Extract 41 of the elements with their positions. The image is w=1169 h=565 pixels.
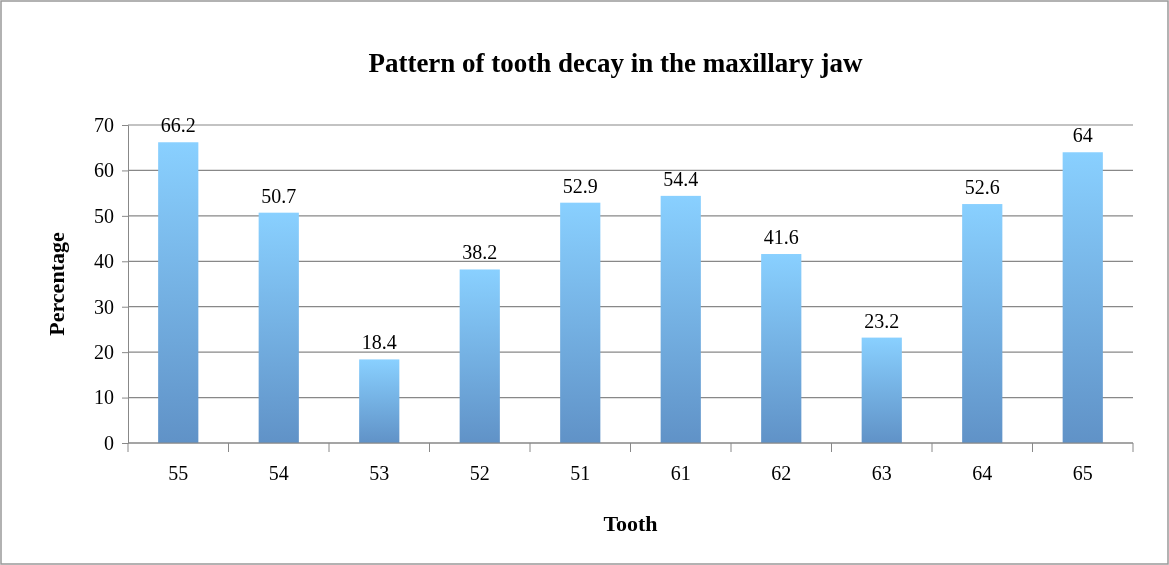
data-label: 38.2 xyxy=(462,241,498,264)
x-tick-label: 65 xyxy=(1072,462,1093,484)
bar xyxy=(359,359,400,443)
bar xyxy=(761,254,802,443)
bar xyxy=(560,202,601,443)
y-tick-label: 30 xyxy=(94,295,114,318)
x-tick-label: 53 xyxy=(369,462,390,484)
x-tick-label: 54 xyxy=(268,462,289,484)
data-label: 66.2 xyxy=(160,114,196,137)
y-axis-title: Percentage xyxy=(44,232,69,336)
bar xyxy=(459,269,500,443)
y-tick-label: 0 xyxy=(104,431,114,454)
bar xyxy=(158,142,199,443)
bar xyxy=(962,204,1003,443)
y-tick-label: 70 xyxy=(94,113,114,136)
y-tick-label: 50 xyxy=(94,204,114,227)
y-tick-label: 20 xyxy=(94,341,114,364)
data-label: 54.4 xyxy=(663,167,699,190)
bar xyxy=(660,195,701,443)
x-tick-label: 61 xyxy=(670,462,691,484)
bar xyxy=(861,337,902,443)
bar xyxy=(1062,152,1103,443)
data-label: 52.9 xyxy=(562,174,598,197)
chart-title: Pattern of tooth decay in the maxillary jaw xyxy=(368,48,864,78)
x-tick-label: 52 xyxy=(469,462,490,484)
x-tick-label: 64 xyxy=(972,462,993,484)
y-tick-label: 40 xyxy=(94,250,114,273)
data-label: 41.6 xyxy=(763,226,799,249)
bar xyxy=(258,212,299,443)
data-label: 64 xyxy=(1072,124,1093,147)
x-tick-label: 63 xyxy=(871,462,892,484)
x-tick-label: 55 xyxy=(168,462,189,484)
data-label: 18.4 xyxy=(361,331,397,354)
x-axis-title: Tooth xyxy=(603,511,658,536)
data-label: 52.6 xyxy=(964,176,1000,199)
x-tick-label: 62 xyxy=(771,462,792,484)
data-label: 50.7 xyxy=(261,184,297,207)
y-tick-label: 10 xyxy=(94,386,114,409)
data-label: 23.2 xyxy=(864,309,900,332)
y-tick-label: 60 xyxy=(94,159,114,182)
x-tick-label: 51 xyxy=(570,462,591,484)
